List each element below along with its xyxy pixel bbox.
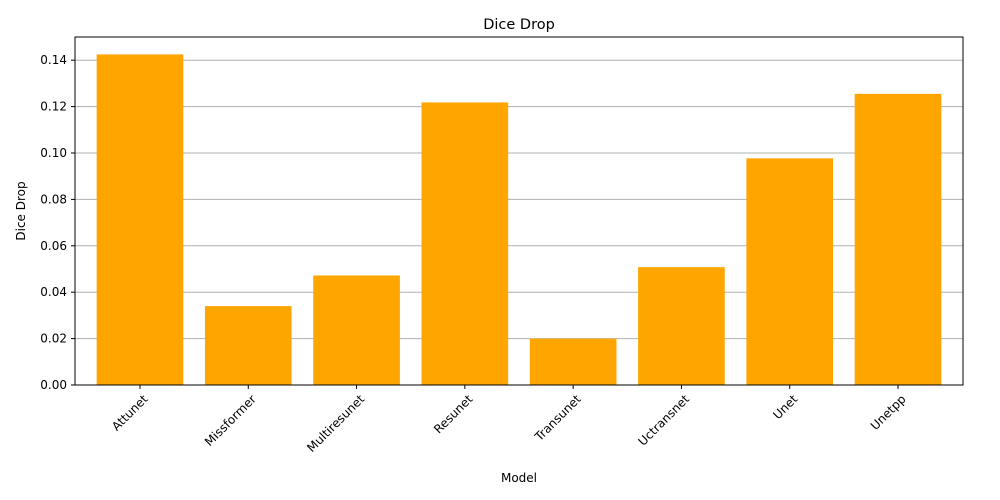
bar-missformer: [204, 306, 292, 385]
y-tick-label: 0.10: [40, 146, 67, 160]
y-tick-label: 0.00: [40, 378, 67, 392]
y-tick-label: 0.12: [40, 100, 67, 114]
bar-transunet: [529, 338, 617, 385]
plot-frame: [74, 36, 964, 386]
y-tick-label: 0.08: [40, 192, 67, 206]
bar-attunet: [96, 54, 184, 386]
axes: [74, 36, 964, 386]
y-tick-label: 0.06: [40, 239, 67, 253]
bars: [96, 54, 942, 386]
chart-title: Dice Drop: [483, 17, 555, 33]
y-axis-title: Dice Drop: [14, 181, 28, 240]
bar-multiresunet: [313, 275, 400, 385]
y-axis-ticks: 0.00 0.02 0.04 0.06 0.08 0.10 0.12 0.14: [40, 53, 75, 392]
y-tick-label: 0.04: [40, 285, 67, 299]
bar-unetpp: [854, 93, 942, 385]
y-tick-label: 0.02: [40, 332, 67, 346]
bar-uctransnet: [638, 267, 725, 385]
bar-unet: [746, 158, 834, 385]
y-tick-label: 0.14: [40, 53, 67, 67]
bar-resunet: [421, 102, 509, 385]
x-axis-title: Model: [501, 471, 537, 485]
